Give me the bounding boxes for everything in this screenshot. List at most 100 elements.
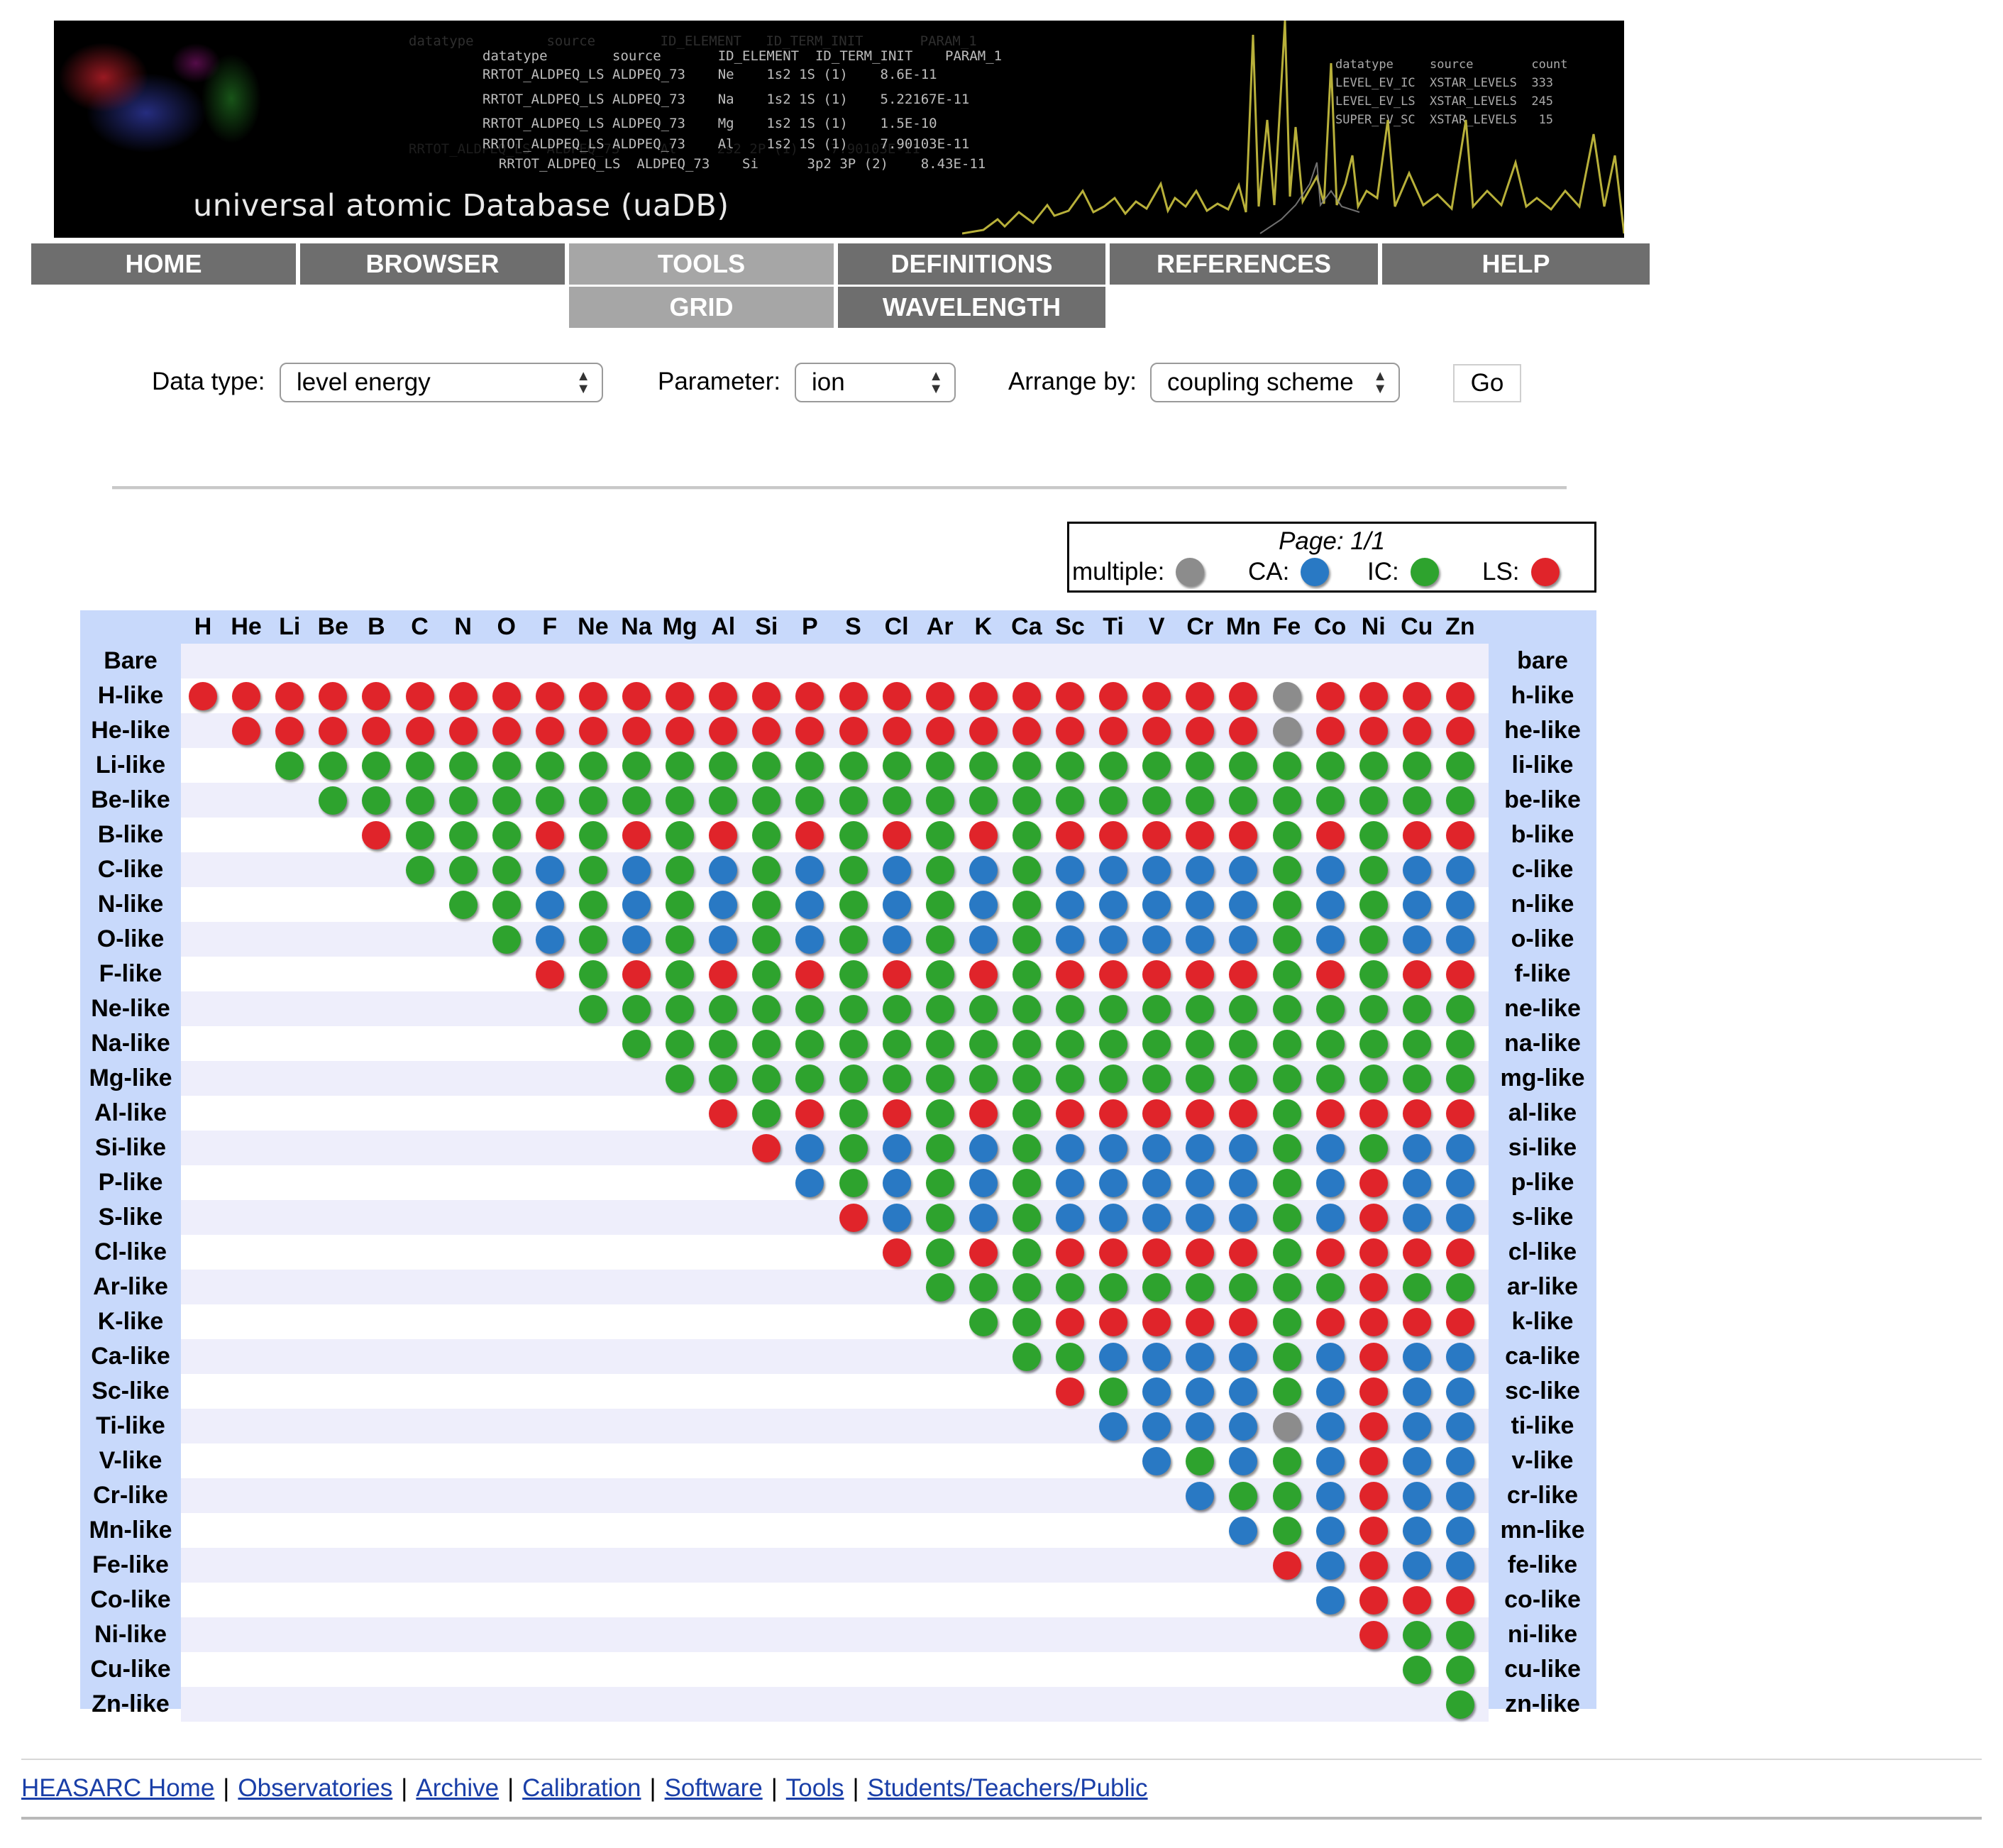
ion-dot-ic-ni-na-like[interactable]: [1359, 1029, 1388, 1058]
ion-dot-ca-cu-ti-like[interactable]: [1402, 1412, 1431, 1441]
ion-dot-ic-sc-ne-like[interactable]: [1056, 994, 1084, 1023]
ion-dot-ls-fe-fe-like[interactable]: [1272, 1551, 1301, 1580]
column-header-h[interactable]: H: [194, 613, 212, 640]
ion-dot-ca-v-p-like[interactable]: [1142, 1168, 1171, 1197]
ion-dot-ic-fe-sc-like[interactable]: [1272, 1377, 1301, 1406]
ion-dot-ca-zn-o-like[interactable]: [1445, 925, 1474, 954]
ion-dot-ls-cl-al-like[interactable]: [882, 1099, 911, 1128]
ion-dot-ca-p-o-like[interactable]: [795, 925, 824, 954]
column-header-ni[interactable]: Ni: [1361, 613, 1386, 640]
ion-dot-ls-p-h-like[interactable]: [795, 681, 824, 710]
row-header-right[interactable]: n-like: [1511, 891, 1574, 918]
column-header-ca[interactable]: Ca: [1011, 613, 1042, 640]
ion-dot-ic-k-ar-like[interactable]: [969, 1272, 998, 1302]
ion-dot-ls-s-he-like[interactable]: [839, 716, 868, 745]
row-header-left[interactable]: Cr-like: [93, 1482, 168, 1509]
ion-dot-ca-al-c-like[interactable]: [709, 855, 738, 884]
ion-dot-ls-na-b-like[interactable]: [622, 820, 651, 849]
ion-dot-ls-cu-f-like[interactable]: [1402, 959, 1431, 989]
ion-dot-ca-cr-n-like[interactable]: [1186, 890, 1215, 919]
ion-dot-ic-ne-c-like[interactable]: [578, 855, 607, 884]
row-header-left[interactable]: Co-like: [90, 1586, 171, 1613]
ion-dot-ic-ar-s-like[interactable]: [925, 1203, 954, 1232]
row-header-right[interactable]: ti-like: [1511, 1412, 1574, 1439]
row-header-left[interactable]: Zn-like: [92, 1690, 170, 1717]
ion-dot-ic-al-mg-like[interactable]: [709, 1064, 738, 1093]
ion-dot-ca-k-o-like[interactable]: [969, 925, 998, 954]
ion-dot-ca-v-ti-like[interactable]: [1142, 1412, 1171, 1441]
ion-dot-ls-zn-k-like[interactable]: [1445, 1307, 1474, 1336]
ion-dot-ca-cr-c-like[interactable]: [1186, 855, 1215, 884]
ion-dot-ls-ni-mn-like[interactable]: [1359, 1516, 1388, 1545]
column-header-n[interactable]: N: [454, 613, 472, 640]
ion-dot-ls-cr-f-like[interactable]: [1186, 959, 1215, 989]
ion-dot-ic-ni-f-like[interactable]: [1359, 959, 1388, 989]
ion-dot-ic-s-f-like[interactable]: [839, 959, 868, 989]
ion-dot-ic-fe-o-like[interactable]: [1272, 925, 1301, 954]
ion-dot-ca-mn-n-like[interactable]: [1229, 890, 1258, 919]
ion-dot-ls-sc-f-like[interactable]: [1056, 959, 1084, 989]
ion-dot-ic-si-ne-like[interactable]: [752, 994, 781, 1023]
ion-dot-ic-si-o-like[interactable]: [752, 925, 781, 954]
ion-dot-ls-cl-h-like[interactable]: [882, 681, 911, 710]
ion-dot-ic-na-li-like[interactable]: [622, 751, 651, 780]
ion-dot-ls-v-b-like[interactable]: [1142, 820, 1171, 849]
ion-dot-ca-ti-p-like[interactable]: [1099, 1168, 1128, 1197]
row-header-left[interactable]: Cl-like: [94, 1238, 167, 1265]
ion-dot-ca-cu-ca-like[interactable]: [1402, 1342, 1431, 1371]
ion-dot-ls-mn-f-like[interactable]: [1229, 959, 1258, 989]
ion-dot-ls-sc-sc-like[interactable]: [1056, 1377, 1084, 1406]
row-header-left[interactable]: P-like: [98, 1169, 163, 1196]
row-header-right[interactable]: o-like: [1511, 925, 1574, 952]
ion-dot-ca-cu-o-like[interactable]: [1402, 925, 1431, 954]
ion-dot-ic-ni-ne-like[interactable]: [1359, 994, 1388, 1023]
ion-dot-ls-co-f-like[interactable]: [1315, 959, 1345, 989]
ion-dot-ca-f-o-like[interactable]: [535, 925, 564, 954]
ion-dot-ca-k-s-like[interactable]: [969, 1203, 998, 1232]
ion-dot-ic-ar-b-like[interactable]: [925, 820, 954, 849]
ion-dot-ic-c-c-like[interactable]: [405, 855, 434, 884]
ion-dot-ic-zn-li-like[interactable]: [1445, 751, 1474, 780]
ion-dot-ca-mn-s-like[interactable]: [1229, 1203, 1258, 1232]
column-header-c[interactable]: C: [411, 613, 429, 640]
ion-dot-ic-ar-si-like[interactable]: [925, 1133, 954, 1162]
ion-dot-ic-k-be-like[interactable]: [969, 786, 998, 815]
ion-dot-ic-fe-ne-like[interactable]: [1272, 994, 1301, 1023]
ion-dot-ic-f-li-like[interactable]: [535, 751, 564, 780]
ion-dot-ic-cu-cu-like[interactable]: [1402, 1655, 1431, 1684]
ion-dot-ca-mn-sc-like[interactable]: [1229, 1377, 1258, 1406]
ion-dot-ca-sc-s-like[interactable]: [1056, 1203, 1084, 1232]
ion-dot-ca-zn-p-like[interactable]: [1445, 1168, 1474, 1197]
ion-dot-ca-cl-si-like[interactable]: [882, 1133, 911, 1162]
ion-dot-ic-ar-na-like[interactable]: [925, 1029, 954, 1058]
row-header-left[interactable]: Ne-like: [91, 995, 170, 1022]
row-header-right[interactable]: ar-like: [1506, 1273, 1579, 1300]
ion-dot-ls-co-he-like[interactable]: [1315, 716, 1345, 745]
ion-dot-ic-ne-be-like[interactable]: [578, 786, 607, 815]
ion-dot-ca-v-ca-like[interactable]: [1142, 1342, 1171, 1371]
ion-dot-ca-cr-cr-like[interactable]: [1186, 1481, 1215, 1510]
row-header-right[interactable]: p-like: [1511, 1169, 1574, 1196]
ion-dot-ca-v-c-like[interactable]: [1142, 855, 1171, 884]
go-button[interactable]: Go: [1453, 364, 1521, 402]
nav-home[interactable]: HOME: [31, 243, 296, 285]
ion-dot-ls-k-cl-like[interactable]: [969, 1238, 998, 1267]
ion-dot-ic-na-be-like[interactable]: [622, 786, 651, 815]
ion-dot-ls-s-h-like[interactable]: [839, 681, 868, 710]
column-header-cl[interactable]: Cl: [884, 613, 909, 640]
row-header-right[interactable]: cr-like: [1506, 1482, 1579, 1509]
ion-dot-ic-zn-mg-like[interactable]: [1445, 1064, 1474, 1093]
ion-dot-ic-n-c-like[interactable]: [448, 855, 478, 884]
column-header-mn[interactable]: Mn: [1225, 613, 1261, 640]
ion-dot-ls-na-h-like[interactable]: [622, 681, 651, 710]
ion-dot-ca-cl-c-like[interactable]: [882, 855, 911, 884]
ion-dot-ic-ne-b-like[interactable]: [578, 820, 607, 849]
ion-dot-ca-na-n-like[interactable]: [622, 890, 651, 919]
ion-dot-ic-k-ne-like[interactable]: [969, 994, 998, 1023]
ion-dot-ic-fe-p-like[interactable]: [1272, 1168, 1301, 1197]
ion-dot-ic-cl-mg-like[interactable]: [882, 1064, 911, 1093]
ion-dot-ic-fe-be-like[interactable]: [1272, 786, 1301, 815]
ion-dot-ic-fe-na-like[interactable]: [1272, 1029, 1301, 1058]
ion-dot-ls-b-h-like[interactable]: [362, 681, 391, 710]
ion-dot-ca-cr-sc-like[interactable]: [1186, 1377, 1215, 1406]
